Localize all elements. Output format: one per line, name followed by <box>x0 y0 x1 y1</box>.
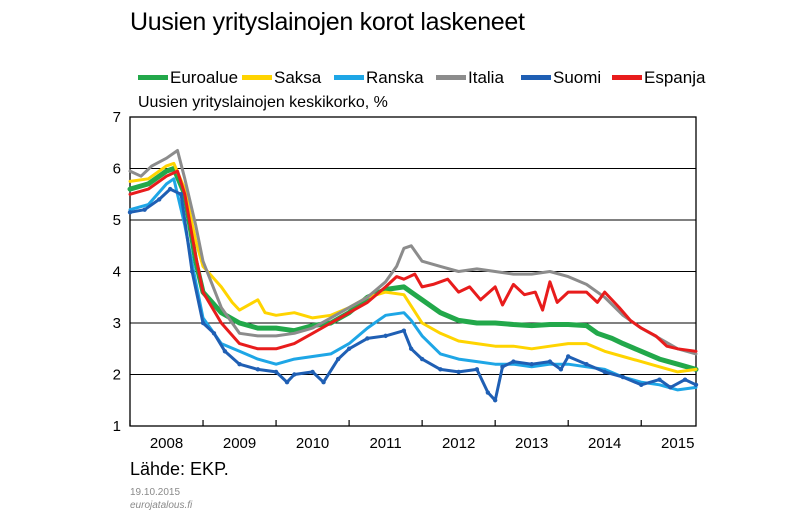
legend-swatch <box>334 75 364 80</box>
series-line-euroalue <box>127 166 699 372</box>
series-point-suomi <box>657 377 662 382</box>
legend-label: Suomi <box>553 68 602 87</box>
legend-swatch <box>521 75 551 80</box>
series-point-suomi <box>346 346 352 351</box>
series-point-suomi <box>456 369 461 375</box>
legend-label: Ranska <box>366 68 424 87</box>
series-point-suomi <box>310 369 315 375</box>
series-line-italia <box>128 149 698 356</box>
series-line-suomi <box>128 187 698 402</box>
series-point-suomi <box>419 356 425 362</box>
series-point-suomi <box>255 367 261 372</box>
site-watermark: eurojatalous.fi <box>130 500 193 511</box>
y-tick-label-1: 1 <box>113 418 121 435</box>
y-tick-label-4: 4 <box>113 264 121 281</box>
series-point-suomi <box>485 390 491 395</box>
x-tick-label-2012: 2012 <box>442 435 475 452</box>
series-point-suomi <box>237 362 242 367</box>
x-tick-label-2008: 2008 <box>150 435 183 452</box>
series-point-suomi <box>273 369 279 375</box>
series-point-suomi <box>492 398 498 403</box>
series-point-suomi <box>189 269 195 274</box>
legend-label: Saksa <box>274 68 322 87</box>
legend-swatch <box>138 75 168 80</box>
y-tick-label-6: 6 <box>113 161 121 178</box>
series-point-suomi <box>620 374 626 380</box>
y-tick-label-5: 5 <box>113 212 121 229</box>
series-point-suomi <box>565 354 571 359</box>
source-note: Lähde: EKP. <box>130 459 229 479</box>
legend-swatch <box>242 75 272 80</box>
y-axis-label: Uusien yrityslainojen keskikorko, % <box>138 94 388 111</box>
series-point-suomi <box>558 367 564 372</box>
legend-label: Italia <box>468 68 504 87</box>
series-point-suomi <box>167 186 173 192</box>
series-point-suomi <box>284 380 290 385</box>
x-tick-label-2015: 2015 <box>661 435 694 452</box>
chart-title: Uusien yrityslainojen korot laskeneet <box>130 8 525 36</box>
x-tick-label-2013: 2013 <box>515 435 548 452</box>
series-point-suomi <box>682 377 688 382</box>
series-point-suomi <box>500 364 505 369</box>
date-stamp: 19.10.2015 <box>130 487 181 498</box>
series-line-espanja <box>128 169 698 353</box>
series-point-suomi <box>602 369 607 375</box>
series-point-suomi <box>178 192 184 197</box>
series-point-suomi <box>438 367 443 372</box>
series-point-suomi <box>529 362 534 367</box>
x-tick-label-2009: 2009 <box>223 435 256 452</box>
y-tick-label-2: 2 <box>113 367 121 384</box>
x-tick-label-2011: 2011 <box>369 435 401 452</box>
series-point-suomi <box>365 336 370 341</box>
series-point-suomi <box>547 359 553 364</box>
y-tick-label-3: 3 <box>113 315 121 332</box>
y-tick-label-7: 7 <box>113 109 121 126</box>
legend-label: Espanja <box>644 68 706 87</box>
legend-label: Euroalue <box>170 68 239 87</box>
series-point-suomi <box>321 380 326 385</box>
series-point-suomi <box>222 349 228 354</box>
series-point-suomi <box>383 333 388 339</box>
x-tick-label-2010: 2010 <box>296 435 329 452</box>
series-point-suomi <box>211 331 217 336</box>
legend-swatch <box>612 75 642 80</box>
series-point-suomi <box>474 367 480 372</box>
plot-frame <box>129 116 697 427</box>
series-point-suomi <box>668 385 673 390</box>
series-point-suomi <box>292 372 297 377</box>
series-line-ranska <box>128 177 698 392</box>
series-point-suomi <box>639 382 644 387</box>
series-point-suomi <box>157 197 162 202</box>
series-point-suomi <box>408 346 414 351</box>
series-point-suomi <box>693 382 699 387</box>
x-tick-label-2014: 2014 <box>588 435 621 452</box>
series-point-suomi <box>335 356 341 362</box>
legend-swatch <box>436 75 466 80</box>
series-point-suomi <box>401 328 407 333</box>
series-point-suomi <box>511 359 516 364</box>
series-point-suomi <box>142 207 147 212</box>
series-point-suomi <box>200 320 206 326</box>
series-point-suomi <box>584 362 589 367</box>
series-point-suomi <box>127 210 133 215</box>
